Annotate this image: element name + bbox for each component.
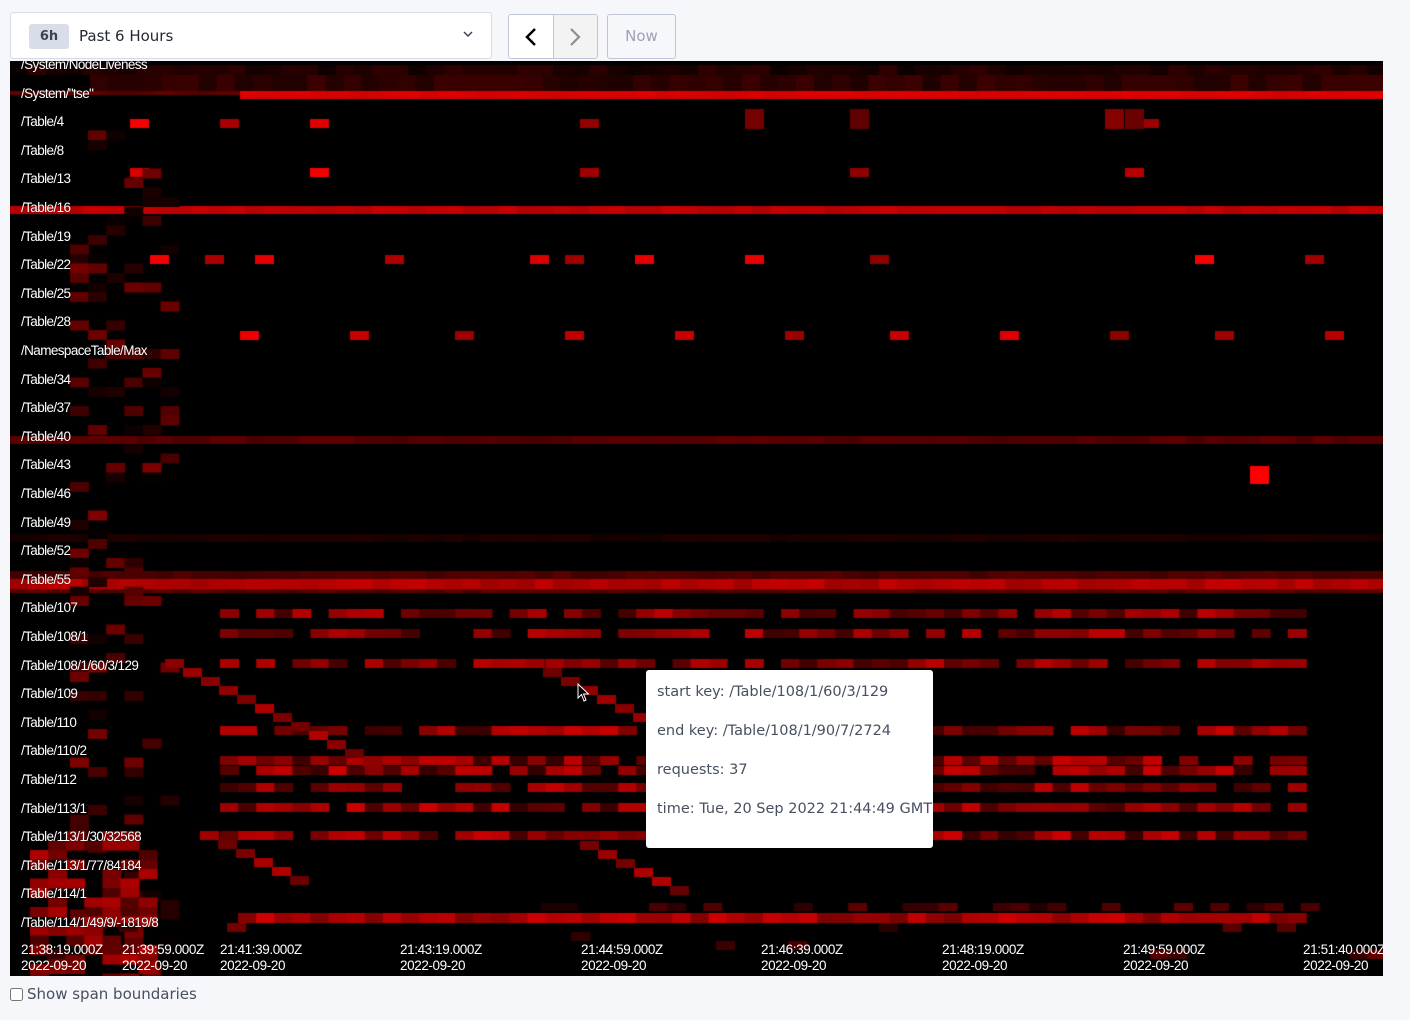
key-label: /Table/52 xyxy=(21,543,71,559)
chevron-right-icon xyxy=(570,27,581,46)
tooltip-start-key: start key: /Table/108/1/60/3/129 xyxy=(657,684,889,700)
time-axis-tick: 21:43:19.000Z 2022-09-20 xyxy=(400,942,482,974)
tooltip-time: time: Tue, 20 Sep 2022 21:44:49 GMT xyxy=(657,801,933,817)
time-range-label: Past 6 Hours xyxy=(79,27,174,45)
key-label: /Table/113/1/30/32568 xyxy=(21,829,142,845)
mouse-cursor-icon xyxy=(577,683,590,702)
time-axis-tick: 21:38:19.000Z 2022-09-20 xyxy=(21,942,103,974)
key-label: /Table/43 xyxy=(21,457,71,473)
key-label: /Table/37 xyxy=(21,400,71,416)
tooltip-requests: requests: 37 xyxy=(657,762,748,778)
key-visualizer-heatmap[interactable]: /System/NodeLiveness/System/"tse" /Table/… xyxy=(10,61,1383,976)
time-axis-tick: 21:41:39.000Z 2022-09-20 xyxy=(220,942,302,974)
chevron-left-icon xyxy=(524,27,536,46)
time-axis-tick: 21:49:59.000Z 2022-09-20 xyxy=(1123,942,1205,974)
tick-date: 2022-09-20 xyxy=(21,958,87,973)
key-label: /Table/109 xyxy=(21,686,78,702)
key-label: /Table/19 xyxy=(21,228,71,244)
tick-time: 21:48:19.000Z xyxy=(942,942,1024,957)
key-label: /Table/108/1/60/3/129 xyxy=(21,657,139,673)
tick-time: 21:46:39.000Z xyxy=(761,942,843,957)
key-label: /NamespaceTable/Max xyxy=(21,343,148,358)
tick-time: 21:51:40.000Z xyxy=(1303,942,1383,957)
time-range-badge: 6h xyxy=(29,24,69,49)
tick-time: 21:49:59.000Z xyxy=(1123,942,1205,957)
key-label: /System/"tse" xyxy=(21,85,94,101)
previous-button[interactable] xyxy=(509,15,554,58)
tick-date: 2022-09-20 xyxy=(942,958,1008,973)
key-label: /Table/108/1 xyxy=(21,629,88,644)
tick-time: 21:38:19.000Z xyxy=(21,942,103,957)
tick-date: 2022-09-20 xyxy=(1303,958,1369,973)
show-span-boundaries-label: Show span boundaries xyxy=(27,985,197,1003)
tick-time: 21:39:59.000Z xyxy=(122,942,204,957)
tick-time: 21:41:39.000Z xyxy=(220,942,302,957)
key-label: /Table/13 xyxy=(21,171,71,187)
key-label: /Table/110/2 xyxy=(21,743,87,759)
key-label: /Table/110 xyxy=(21,714,77,730)
time-axis-tick: 21:46:39.000Z 2022-09-20 xyxy=(761,942,843,974)
key-label: /Table/40 xyxy=(21,428,71,444)
time-axis-tick: 21:44:59.000Z 2022-09-20 xyxy=(581,942,663,974)
key-label: /System/NodeLiveness xyxy=(21,61,148,72)
key-label: /Table/112 xyxy=(21,772,77,787)
show-span-boundaries-checkbox[interactable] xyxy=(10,987,23,1001)
time-range-selector[interactable]: 6h Past 6 Hours xyxy=(10,12,492,59)
key-label: /Table/49 xyxy=(21,514,71,530)
time-nav-group xyxy=(508,14,598,59)
next-button[interactable] xyxy=(553,15,597,58)
key-label: /Table/8 xyxy=(21,142,64,158)
key-label: /Table/34 xyxy=(21,371,71,387)
time-axis-tick: 21:48:19.000Z 2022-09-20 xyxy=(942,942,1024,974)
key-label: /Table/4 xyxy=(21,114,64,130)
chevron-down-icon xyxy=(463,27,473,41)
show-span-boundaries-toggle[interactable]: Show span boundaries xyxy=(10,985,197,1003)
key-label: /Table/25 xyxy=(21,285,71,301)
time-axis-tick: 21:39:59.000Z 2022-09-20 xyxy=(122,942,204,974)
key-label: /Table/113/1 xyxy=(21,800,87,816)
tick-date: 2022-09-20 xyxy=(761,958,827,973)
key-label: /Table/107 xyxy=(21,600,78,616)
key-label: /Table/16 xyxy=(21,200,71,215)
time-axis-tick: 21:51:40.000Z 2022-09-20 xyxy=(1303,942,1383,974)
tick-date: 2022-09-20 xyxy=(220,958,286,973)
tick-date: 2022-09-20 xyxy=(581,958,647,973)
key-label: /Table/22 xyxy=(21,257,71,273)
key-label: /Table/28 xyxy=(21,314,71,330)
key-label: /Table/113/1/77/84184 xyxy=(21,857,142,873)
key-label: /Table/46 xyxy=(21,486,71,501)
key-label: /Table/114/1/49/9/-1819/8 xyxy=(21,915,159,930)
key-label: /Table/55 xyxy=(21,571,71,587)
tick-time: 21:43:19.000Z xyxy=(400,942,482,957)
tick-time: 21:44:59.000Z xyxy=(581,942,663,957)
sample-tooltip: start key: /Table/108/1/60/3/129 end key… xyxy=(646,670,933,848)
now-button[interactable]: Now xyxy=(607,14,676,59)
tick-date: 2022-09-20 xyxy=(400,958,466,973)
tick-date: 2022-09-20 xyxy=(122,958,188,973)
tooltip-end-key: end key: /Table/108/1/90/7/2724 xyxy=(657,723,892,739)
tick-date: 2022-09-20 xyxy=(1123,958,1189,973)
key-label: /Table/114/1 xyxy=(21,886,87,902)
